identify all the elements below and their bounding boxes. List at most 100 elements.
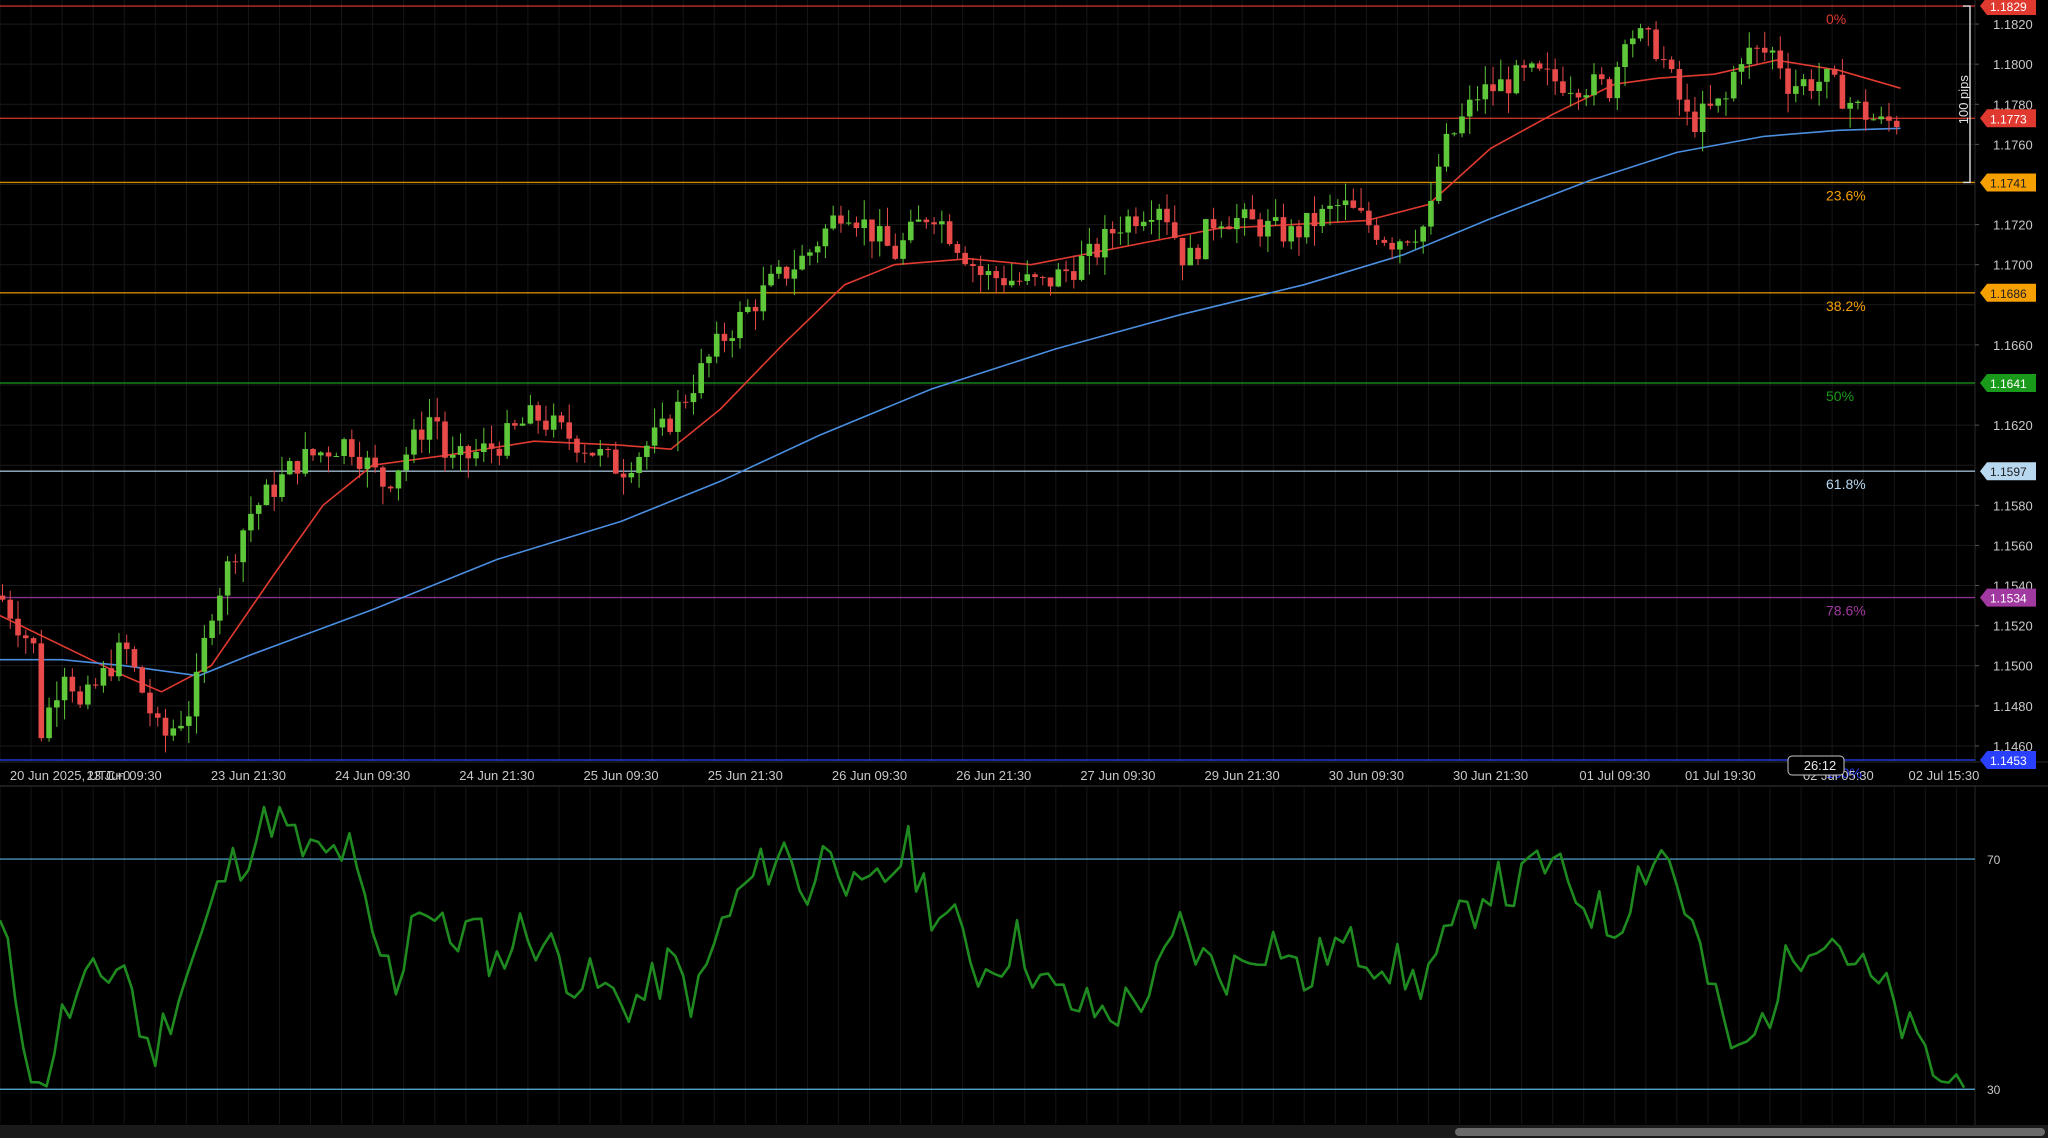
candle-body [752,306,759,312]
candle-body [434,417,441,422]
candle-body [939,221,945,225]
candle-body [193,671,200,717]
candle-body [574,438,580,453]
candle-body [698,363,704,394]
candle-body [1140,221,1147,227]
candle-body [240,530,246,563]
candle-body [1560,81,1566,93]
price-tag-shape [1980,374,2036,393]
candle-body [1793,86,1799,94]
candle-body [1047,277,1054,287]
candle-body [46,707,52,739]
candle-body [449,454,456,458]
candle-body [1529,63,1535,68]
price-tag-shape [1980,283,2036,302]
price-level-tag[interactable]: 1.1829 [1980,0,2036,16]
candle-body [395,470,402,489]
candle-body [1738,64,1745,72]
candle-body [1451,133,1458,135]
candle-body [977,266,984,276]
candle-body [1171,222,1178,238]
price-tick-label: 1.1460 [1993,739,2033,754]
candle-body [892,245,899,259]
price-level-tag[interactable]: 1.1773 [1980,109,2036,128]
candle-body [1133,216,1139,227]
pip-measure-tool[interactable]: 100 pips [1956,5,1971,184]
candle-body [884,226,891,246]
candle-body [1001,278,1007,286]
candle-body [675,401,681,432]
candle-body [1117,232,1124,234]
candle-body [822,228,829,247]
price-level-tag[interactable]: 1.1534 [1980,588,2036,607]
price-level-tag[interactable]: 1.1641 [1980,374,2036,393]
candle-body [1218,226,1225,229]
candle-body [186,716,192,726]
candle-body [131,649,138,668]
price-tick-label: 1.1760 [1993,137,2033,152]
candle-body [411,429,417,455]
candle-body [636,456,642,474]
candle-body [1016,280,1023,282]
price-tag-text: 1.1829 [1990,0,2027,14]
price-tick-label: 1.1660 [1993,338,2033,353]
candle-body [1629,38,1636,45]
time-axis-label: 25 Jun 09:30 [583,768,658,783]
candlestick-series [0,21,1900,753]
candle-body [387,486,394,489]
candle-body [512,423,518,426]
price-level-tag[interactable]: 1.1741 [1980,173,2036,192]
candle-body [1404,241,1411,243]
time-axis[interactable]: 20 Jun 2025, UTC+023 Jun 09:30 23 Jun 21:… [10,755,1979,783]
price-level-tag[interactable]: 1.1686 [1980,283,2036,302]
time-axis-label: 24 Jun 09:30 [335,768,410,783]
candle-body [1148,219,1155,222]
candle-body [1226,226,1232,230]
candle-body [1078,255,1085,280]
price-tag-shape [1980,173,2036,192]
candle-body [1761,47,1768,53]
candle-body [1661,59,1667,61]
candle-body [100,668,107,686]
candle-body [1381,239,1388,243]
fib-level-label: 78.6% [1826,603,1866,619]
candle-body [263,484,270,506]
candle-body [1637,28,1644,39]
candle-body [1311,212,1318,227]
candle-body [1257,219,1263,237]
candle-body [1125,216,1131,233]
candle-body [496,448,503,456]
rsi-indicator-pane: 70 30 [0,805,2001,1097]
candle-body [108,668,114,677]
candle-body [1622,44,1628,68]
candle-body [325,452,332,457]
scrollbar-thumb[interactable] [1455,1128,2045,1136]
candle-body [123,642,130,650]
candle-body [317,452,324,456]
candle-body [302,449,309,474]
candle-body [224,561,231,596]
price-level-tag[interactable]: 1.1597 [1980,462,2036,481]
candle-body [519,423,526,426]
price-level-tags: 1.1829 1.1773 1.1741 1.1686 1.1641 1.1597 1.15… [1980,0,2036,769]
candle-body [1435,166,1442,201]
candle-body [923,219,930,223]
candle-body [1645,28,1652,30]
price-level-tag[interactable]: 1.1453 [1980,750,2036,769]
candle-body [1358,207,1364,211]
candle-body [418,429,425,440]
candle-body [1265,220,1271,237]
candle-body [1466,99,1473,117]
candle-body [814,246,821,253]
candle-body [612,449,619,474]
candle-body [1886,116,1892,121]
candle-body [760,285,767,312]
candle-body [54,700,60,708]
price-tick-label: 1.1520 [1993,619,2033,634]
candle-body [1684,99,1690,112]
candle-body [1024,274,1031,281]
rsi-level-label: 70 [1987,853,2001,867]
price-tag-text: 1.1453 [1990,754,2027,768]
